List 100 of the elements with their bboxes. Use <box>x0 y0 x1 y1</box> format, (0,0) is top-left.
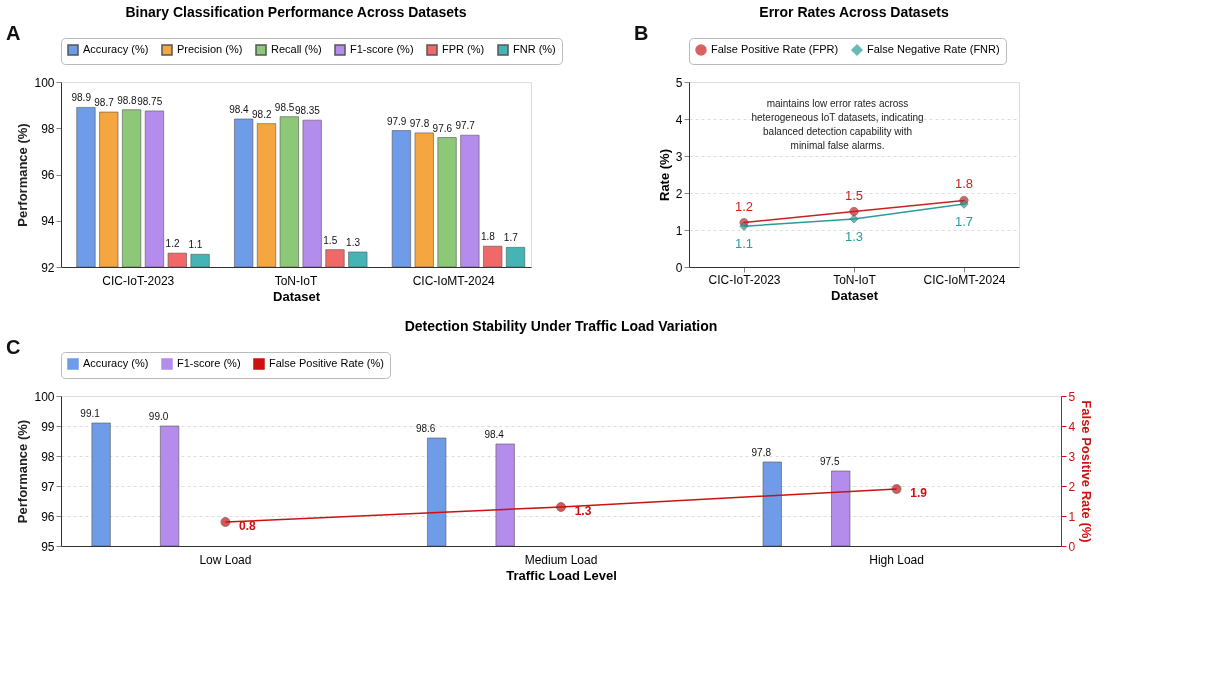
y-tick-label: 100 <box>34 389 55 404</box>
y-tick-label: 97 <box>41 479 55 494</box>
y-tick-label: 2 <box>675 186 683 201</box>
legend-label: Accuracy (%) <box>83 43 149 55</box>
chart-title: Error Rates Across Datasets <box>759 4 949 20</box>
legend-label: FPR (%) <box>442 43 485 55</box>
y-tick-label: 4 <box>675 112 683 127</box>
y-tick-label: 99 <box>41 419 55 434</box>
legend-label: F1-score (%) <box>350 43 414 55</box>
y2-tick-label: 0 <box>1068 539 1076 554</box>
data-label: 97.5 <box>819 456 840 467</box>
bar <box>190 253 210 268</box>
y2-tick-label: 5 <box>1068 389 1076 404</box>
data-label: 1.3 <box>346 236 361 248</box>
y-tick-label: 98 <box>41 121 55 136</box>
x-tick-label: Low Load <box>199 552 252 567</box>
point <box>556 502 566 512</box>
x-axis-title: Dataset <box>273 288 321 304</box>
legend-label: FNR (%) <box>513 43 556 55</box>
data-label: 98.2 <box>252 108 272 120</box>
x-axis-title: Dataset <box>831 287 879 303</box>
data-label: 1.7 <box>503 232 519 244</box>
y-tick-label: 96 <box>41 509 55 524</box>
point <box>891 484 902 494</box>
data-label: 97.9 <box>386 115 407 127</box>
data-label: 98.4 <box>484 429 505 440</box>
y2-tick-label: 4 <box>1068 419 1076 434</box>
data-label: 97.8 <box>751 447 772 458</box>
x-tick-label: ToN-IoT <box>833 272 877 287</box>
data-label: 98.9 <box>71 92 92 104</box>
y-tick-label: 96 <box>41 168 55 182</box>
y-tick-label: 3 <box>675 149 683 164</box>
x-tick-label: Medium Load <box>524 552 598 567</box>
data-label: 97.7 <box>455 120 476 132</box>
y-tick-label: 100 <box>34 75 55 90</box>
data-label: 1.3 <box>574 504 592 518</box>
data-label: 1.5 <box>323 234 338 246</box>
y2-tick-label: 3 <box>1068 449 1076 464</box>
x-axis-title: Traffic Load Level <box>506 567 617 583</box>
bar <box>505 247 526 268</box>
data-label: 1.8 <box>481 231 496 243</box>
bar <box>348 251 368 268</box>
text: A <box>6 22 21 44</box>
annotation: maintains low error rates across heterogeneous IoT datasets, indicating balanced detection capability with minimal false alarms. <box>751 98 924 151</box>
y-axis-title: Performance (%) <box>15 419 31 524</box>
data-label: 0.8 <box>239 519 257 533</box>
y-axis-title: Performance (%) <box>15 123 31 227</box>
legend-label: False Positive Rate (%) <box>269 357 384 369</box>
data-label: 98.4 <box>229 104 250 115</box>
y-tick-label: 1 <box>675 223 683 238</box>
legend-label: Recall (%) <box>271 43 322 55</box>
x-tick-label: ToN-IoT <box>274 273 318 288</box>
data-label: 99.1 <box>80 408 101 419</box>
point <box>849 214 859 224</box>
y-tick-label: 95 <box>41 539 55 554</box>
bar <box>325 249 345 268</box>
data-label: 98.8 <box>117 94 138 106</box>
data-label: 98.75 <box>137 95 163 107</box>
point <box>220 517 231 527</box>
data-label: 98.6 <box>415 423 436 434</box>
bar <box>483 245 503 268</box>
x-tick-label: High Load <box>869 552 924 567</box>
y-tick-label: 5 <box>675 75 683 90</box>
data-label: 1.9 <box>910 486 928 500</box>
y2-tick-label: 1 <box>1068 509 1076 524</box>
legend-label: F1-score (%) <box>177 357 241 369</box>
data-label: 97.8 <box>409 117 430 129</box>
legend-label: Precision (%) <box>177 43 243 55</box>
legend-label: False Positive Rate (FPR) <box>711 43 839 55</box>
data-label: 1.7 <box>954 214 974 230</box>
chart-title: Detection Stability Under Traffic Load Variation <box>404 318 718 334</box>
bar <box>167 252 187 268</box>
point <box>849 207 859 216</box>
data-label: 1.1 <box>734 236 754 252</box>
y-tick-label: 92 <box>41 260 55 275</box>
y2-tick-label: 2 <box>1068 479 1076 494</box>
legend-label: False Negative Rate (FNR) <box>867 43 1000 55</box>
point <box>959 199 969 209</box>
y-tick-label: 94 <box>41 214 55 229</box>
data-label: 1.1 <box>188 239 203 251</box>
data-label: 1.3 <box>844 228 864 244</box>
legend-label: Accuracy (%) <box>83 357 149 369</box>
x-tick-label: CIC-IoT-2023 <box>102 273 175 288</box>
data-label: 98.7 <box>94 97 115 109</box>
data-label: 98.5 <box>274 101 295 113</box>
x-tick-label: CIC-IoMT-2024 <box>923 272 1006 287</box>
data-label: 1.8 <box>954 176 974 192</box>
chart-title: Binary Classification Performance Across Datasets <box>125 4 467 20</box>
data-label: 98.35 <box>294 105 321 117</box>
y-tick-label: 0 <box>675 260 683 275</box>
text: B <box>634 22 649 44</box>
x-tick-label: CIC-IoT-2023 <box>708 272 781 287</box>
data-label: 99.0 <box>148 411 169 422</box>
data-label: 97.6 <box>432 122 453 134</box>
x-tick-label: CIC-IoMT-2024 <box>412 273 496 288</box>
y-tick-label: 98 <box>41 449 55 464</box>
data-label: 1.2 <box>165 238 180 250</box>
text: C <box>6 336 21 358</box>
y-axis-title: Rate (%) <box>656 148 672 202</box>
y2-axis-title: False Positive Rate (%) <box>1079 400 1095 543</box>
